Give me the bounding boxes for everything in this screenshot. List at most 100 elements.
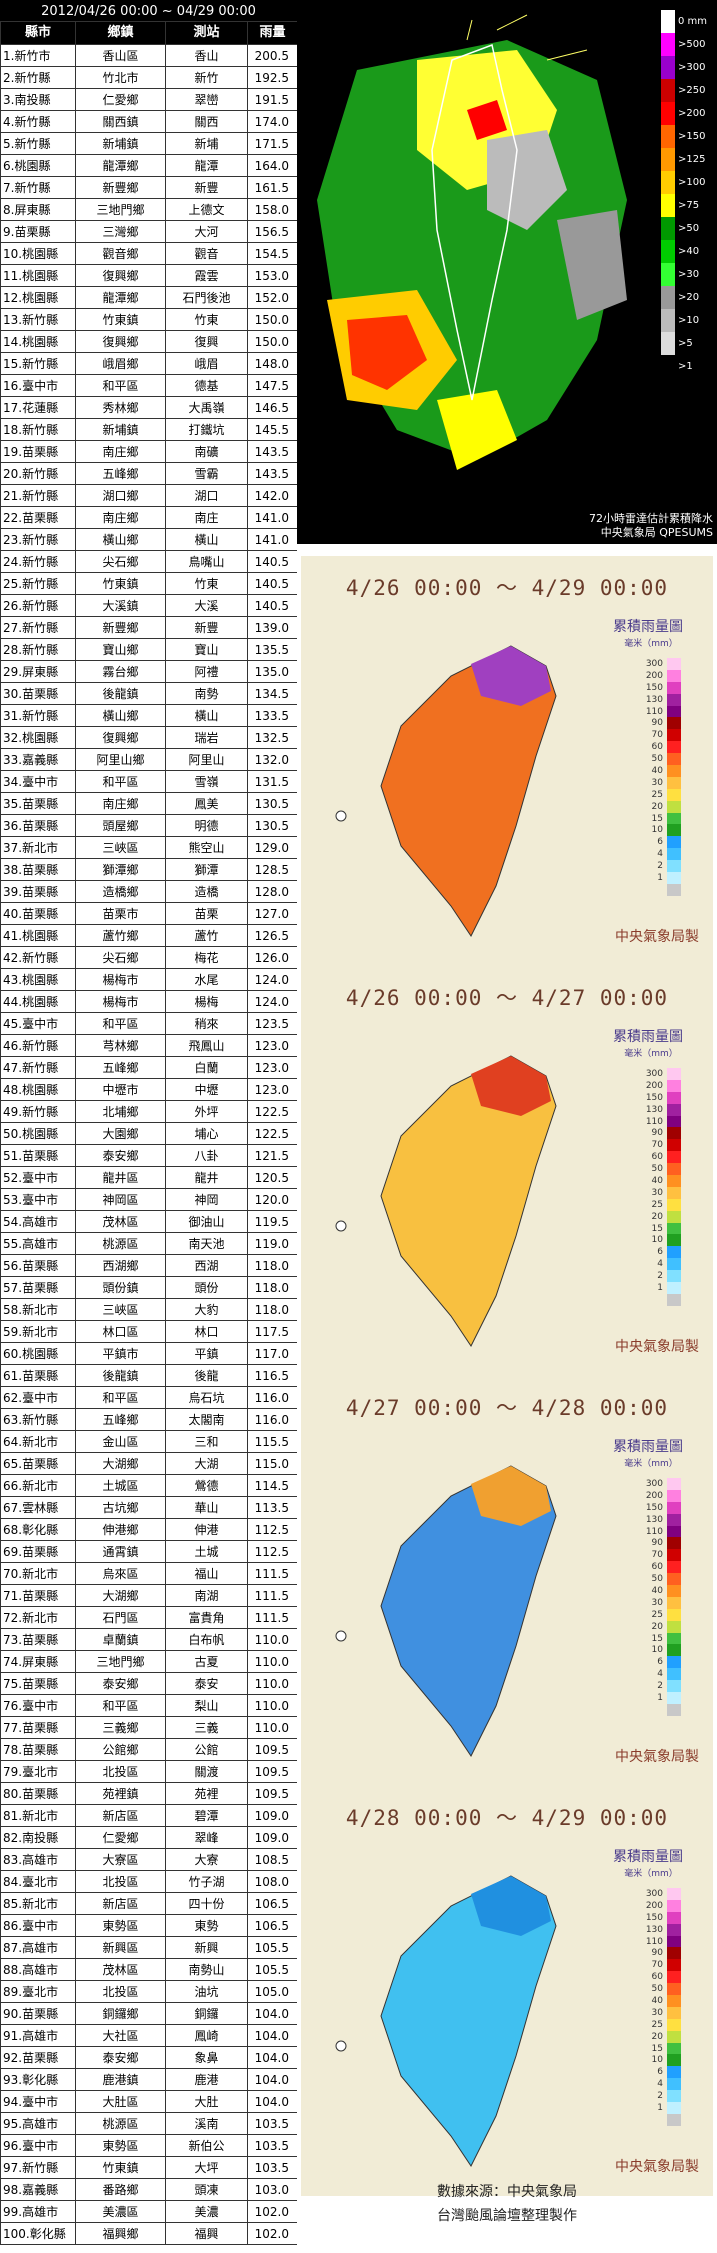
- rainfall-cell: 147.5: [247, 374, 298, 397]
- rainfall-cell: 109.0: [247, 1826, 298, 1849]
- county-cell: 26.新竹縣: [0, 594, 76, 617]
- radar-legend-label: >50: [678, 223, 700, 234]
- scale-label: 4: [657, 1669, 663, 1680]
- county-cell: 16.臺中市: [0, 374, 76, 397]
- north-rain-region: [471, 1876, 551, 1936]
- station-cell: 熊空山: [165, 836, 248, 859]
- scale-item: [631, 1293, 681, 1306]
- scale-label: 20: [651, 1621, 663, 1632]
- town-cell: 東勢區: [75, 2134, 166, 2157]
- panel-period-title: 4/26 00:00 ～ 4/27 00:00: [345, 986, 669, 1010]
- table-header-row: 縣市 鄉鎮 測站 雨量: [0, 21, 298, 45]
- scale-label: 110: [645, 1936, 663, 1947]
- table-row: 42.新竹縣 尖石鄉 梅花 126.0: [0, 946, 298, 969]
- rainfall-cell: 110.0: [247, 1650, 298, 1673]
- scale-item: 2: [631, 2090, 681, 2103]
- station-cell: 新竹: [165, 66, 248, 89]
- scale-label: 15: [651, 813, 663, 824]
- town-cell: 頭屋鄉: [75, 814, 166, 837]
- scale-swatch: [667, 848, 681, 861]
- station-cell: 復興: [165, 330, 248, 353]
- town-cell: 復興鄉: [75, 264, 166, 287]
- table-row: 22.苗栗縣 南庄鄉 南庄 141.0: [0, 506, 298, 529]
- scale-item: 300: [631, 658, 681, 670]
- scale-label: 150: [645, 1092, 663, 1103]
- penghu-islands: [335, 810, 347, 822]
- scale-swatch: [667, 1091, 681, 1104]
- scale-label: 90: [651, 718, 663, 729]
- scale-label: 10: [651, 1645, 663, 1656]
- scale-swatch: [667, 1561, 681, 1574]
- rainfall-panel: 4/26 00:00 ～ 4/29 00:00 累積雨量圖 毫米（mm） 300 200…: [301, 556, 713, 966]
- scale-item: 10: [631, 1234, 681, 1247]
- county-cell: 83.高雄市: [0, 1848, 76, 1871]
- station-cell: 寶山: [165, 638, 248, 661]
- county-cell: 9.苗栗縣: [0, 220, 76, 243]
- table-row: 33.嘉義縣 阿里山鄉 阿里山 132.0: [0, 748, 298, 771]
- scale-label: 30: [651, 777, 663, 788]
- radar-legend-swatch: [661, 79, 675, 102]
- radar-legend-label: >1: [678, 361, 693, 372]
- table-row: 98.嘉義縣 番路鄉 頭凍 103.0: [0, 2178, 298, 2201]
- radar-legend-swatch: [661, 33, 675, 56]
- radar-legend-swatch: [661, 309, 675, 332]
- rainfall-cell: 109.5: [247, 1738, 298, 1761]
- rainfall-cell: 102.0: [247, 2200, 298, 2223]
- town-cell: 三義鄉: [75, 1716, 166, 1739]
- scale-item: 25: [631, 2018, 681, 2031]
- county-cell: 31.新竹縣: [0, 704, 76, 727]
- rainfall-cell: 108.0: [247, 1870, 298, 1893]
- table-row: 18.新竹縣 新埔鎮 打鐵坑 145.5: [0, 418, 298, 441]
- town-cell: 南庄鄉: [75, 506, 166, 529]
- scale-item: 20: [631, 1210, 681, 1223]
- scale-swatch: [667, 1959, 681, 1972]
- scale-label: 110: [645, 706, 663, 717]
- rainfall-cell: 143.5: [247, 462, 298, 485]
- table-row: 91.高雄市 大社區 鳳崎 104.0: [0, 2024, 298, 2047]
- table-row: 25.新竹縣 竹東鎮 竹東 140.5: [0, 572, 298, 595]
- table-row: 8.屏東縣 三地門鄉 上德文 158.0: [0, 198, 298, 221]
- rainfall-cell: 154.5: [247, 242, 298, 265]
- taiwan-rainfall-map: [335, 645, 557, 937]
- table-row: 70.新北市 烏來區 福山 111.5: [0, 1562, 298, 1585]
- scale-label: 110: [645, 1526, 663, 1537]
- table-row: 44.桃園縣 楊梅市 楊梅 124.0: [0, 990, 298, 1013]
- radar-legend-label: >500: [678, 39, 706, 50]
- rainfall-color-scale: 300 200 150 130 110 90 70 60 50 40 30 25 20 15 10 6 4 2 1: [631, 1068, 681, 1306]
- town-cell: 仁愛鄉: [75, 88, 166, 111]
- rainfall-cell: 106.5: [247, 1892, 298, 1915]
- rainfall-cell: 120.5: [247, 1166, 298, 1189]
- scale-swatch: [667, 1983, 681, 1996]
- scale-swatch: [667, 1971, 681, 1984]
- scale-item: 200: [631, 1489, 681, 1502]
- county-cell: 30.苗栗縣: [0, 682, 76, 705]
- county-cell: 11.桃園縣: [0, 264, 76, 287]
- rainfall-cell: 110.0: [247, 1628, 298, 1651]
- station-cell: 東勢: [165, 1914, 248, 1937]
- county-cell: 84.臺北市: [0, 1870, 76, 1893]
- town-cell: 後龍鎮: [75, 682, 166, 705]
- scale-swatch: [667, 2030, 681, 2043]
- rainfall-cell: 128.5: [247, 858, 298, 881]
- town-cell: 後龍鎮: [75, 1364, 166, 1387]
- table-row: 66.新北市 土城區 鶯德 114.5: [0, 1474, 298, 1497]
- table-row: 58.新北市 三峽區 大豹 118.0: [0, 1298, 298, 1321]
- scale-item: 6: [631, 2066, 681, 2079]
- station-cell: 大溪: [165, 594, 248, 617]
- scale-item: [631, 2113, 681, 2126]
- rainfall-cell: 171.5: [247, 132, 298, 155]
- scale-item: 50: [631, 1573, 681, 1586]
- scale-swatch: [667, 705, 681, 718]
- scale-label: 30: [651, 1597, 663, 1608]
- table-row: 23.新竹縣 橫山鄉 橫山 141.0: [0, 528, 298, 551]
- town-cell: 尖石鄉: [75, 946, 166, 969]
- taiwan-island-shape: [380, 1875, 557, 2167]
- station-cell: 峨眉: [165, 352, 248, 375]
- scale-item: 30: [631, 1596, 681, 1609]
- table-row: 87.高雄市 新興區 新興 105.5: [0, 1936, 298, 1959]
- radar-legend-item: >1: [661, 355, 711, 378]
- scale-label: 6: [657, 2067, 663, 2078]
- station-cell: 新埔: [165, 132, 248, 155]
- county-cell: 92.苗栗縣: [0, 2046, 76, 2069]
- taiwan-rainfall-map: [335, 1055, 557, 1347]
